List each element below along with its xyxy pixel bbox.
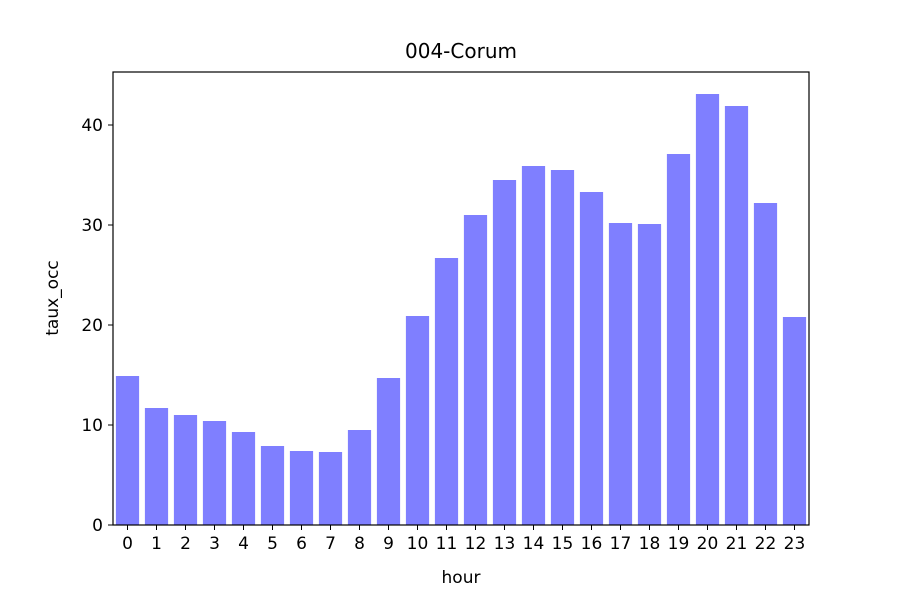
bar-hour-16: [579, 192, 604, 525]
bar-hour-6: [289, 451, 314, 525]
plot-area-frame: [112, 71, 810, 526]
bar-hour-4: [231, 432, 256, 525]
y-tick-label: 20: [81, 316, 103, 336]
x-axis-label: hour: [442, 568, 481, 588]
bar-hour-13: [492, 180, 517, 525]
x-tick-label: 3: [209, 534, 220, 554]
bar-hour-2: [173, 415, 198, 525]
bar-hour-21: [724, 106, 749, 525]
x-tick-label: 18: [639, 534, 661, 554]
x-tick-label: 12: [465, 534, 487, 554]
y-tick-label: 0: [92, 516, 103, 536]
x-axis-ticks: 0 1 2 3 4 5 6 7 8 9 10 11 12 13 14 15 16 17 18 19 20 21 22 23: [122, 525, 805, 554]
y-axis-ticks: 0 10 20 30 40: [81, 116, 113, 536]
bar-hour-15: [550, 170, 575, 525]
x-tick-label: 9: [383, 534, 394, 554]
bar-hour-3: [202, 421, 227, 525]
bar-hour-9: [376, 378, 401, 525]
y-tick-label: 40: [81, 116, 103, 136]
x-tick-label: 1: [151, 534, 162, 554]
bar-hour-1: [144, 408, 169, 525]
bar-hour-11: [434, 258, 459, 525]
x-tick-label: 16: [581, 534, 603, 554]
x-tick-label: 10: [407, 534, 429, 554]
y-tick-label: 30: [81, 216, 103, 236]
x-tick-label: 19: [668, 534, 690, 554]
bar-hour-19: [666, 154, 691, 525]
x-tick-label: 2: [180, 534, 191, 554]
x-tick-label: 4: [238, 534, 249, 554]
x-tick-label: 7: [325, 534, 336, 554]
x-tick-label: 21: [726, 534, 748, 554]
x-tick-label: 11: [436, 534, 458, 554]
bar-hour-23: [782, 317, 807, 525]
x-tick-label: 0: [122, 534, 133, 554]
bar-hour-5: [260, 446, 285, 525]
x-tick-label: 15: [552, 534, 574, 554]
x-tick-label: 6: [296, 534, 307, 554]
x-tick-label: 23: [784, 534, 806, 554]
x-tick-label: 17: [610, 534, 632, 554]
x-tick-label: 22: [755, 534, 777, 554]
bar-hour-7: [318, 452, 343, 525]
bar-hour-8: [347, 430, 372, 525]
x-tick-label: 13: [494, 534, 516, 554]
bar-hour-17: [608, 223, 633, 525]
bar-hour-0: [115, 376, 140, 525]
x-tick-label: 8: [354, 534, 365, 554]
y-tick-label: 10: [81, 416, 103, 436]
bar-hour-20: [695, 94, 720, 525]
bar-hour-10: [405, 316, 430, 525]
bar-hour-18: [637, 224, 662, 525]
bar-hour-22: [753, 203, 778, 525]
x-tick-label: 5: [267, 534, 278, 554]
chart-title: 004-Corum: [405, 39, 517, 63]
x-tick-label: 20: [697, 534, 719, 554]
bar-hour-14: [521, 166, 546, 525]
bar-hour-12: [463, 215, 488, 525]
bars-group: [115, 94, 807, 525]
x-tick-label: 14: [523, 534, 545, 554]
y-axis-label: taux_occ: [43, 260, 63, 336]
